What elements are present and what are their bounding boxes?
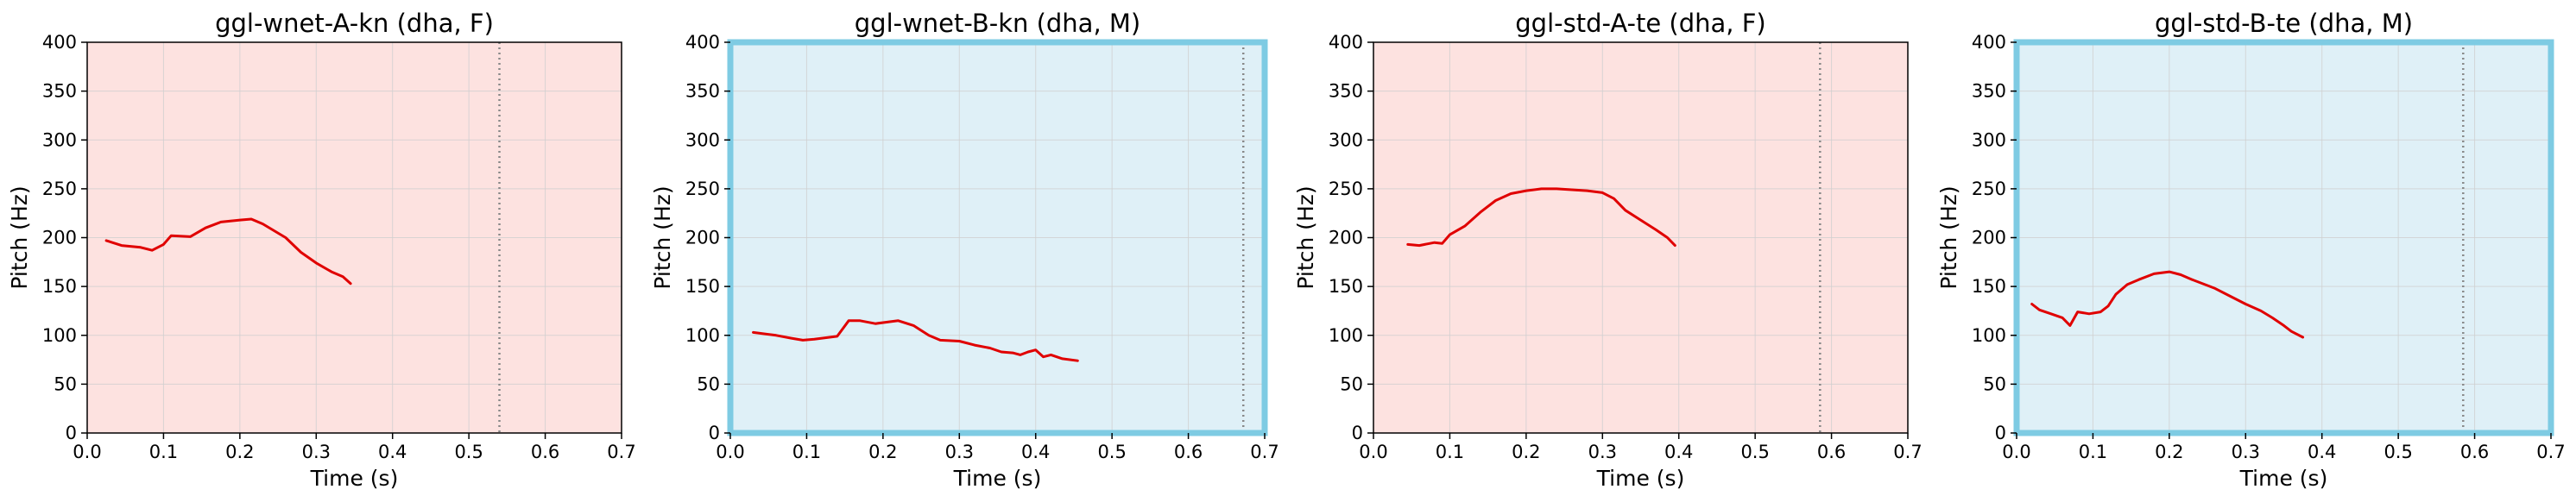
x-tick-label: 0.7 <box>607 442 635 462</box>
y-tick-label: 350 <box>1329 81 1363 102</box>
x-tick-label: 0.2 <box>1512 442 1540 462</box>
x-tick-label: 0.6 <box>1817 442 1846 462</box>
y-tick-label: 100 <box>1329 325 1363 346</box>
y-tick-label: 250 <box>42 179 77 199</box>
x-tick-label: 0.4 <box>1021 442 1050 462</box>
plot-area: 0.0 0.1 0.2 0.3 0.4 0.5 0.6 0.7 0 50 100 150 200 250 3… <box>42 32 636 462</box>
y-tick-label: 200 <box>1329 228 1363 248</box>
plot-area: 0.0 0.1 0.2 0.3 0.4 0.5 0.6 0.7 0 50 100 150 200 250 3… <box>1329 32 1923 462</box>
x-tick-label: 0.1 <box>1436 442 1464 462</box>
y-tick-label: 100 <box>685 325 720 346</box>
y-tick-label: 150 <box>42 276 77 297</box>
x-tick-label: 0.5 <box>1740 442 1769 462</box>
y-tick-label: 300 <box>1329 129 1363 150</box>
y-tick-label: 150 <box>1329 276 1363 297</box>
y-tick-label: 350 <box>685 81 720 102</box>
x-tick-label: 0.4 <box>378 442 407 462</box>
x-axis-label: Time (s) <box>310 466 399 491</box>
x-tick-label: 0.5 <box>1097 442 1126 462</box>
y-tick-label: 300 <box>685 129 720 150</box>
pitch-contour-line <box>2030 270 2305 339</box>
x-tick-label: 0.7 <box>2536 442 2565 462</box>
x-axis-label: Time (s) <box>2239 466 2328 491</box>
x-tick-label: 0.0 <box>1359 442 1387 462</box>
chart-title: ggl-std-A-te (dha, F) <box>1515 9 1765 38</box>
y-tick-label: 250 <box>1329 179 1363 199</box>
y-tick-label: 300 <box>1972 129 2006 150</box>
y-tick-label: 50 <box>1983 373 2006 394</box>
y-tick-label: 400 <box>1972 32 2006 53</box>
plot-area: 0.0 0.1 0.2 0.3 0.4 0.5 0.6 0.7 0 50 100 150 200 250 3… <box>1972 32 2566 462</box>
x-tick-label: 0.3 <box>1588 442 1617 462</box>
x-tick-label: 0.6 <box>531 442 559 462</box>
x-tick-label: 0.4 <box>1664 442 1693 462</box>
x-tick-label: 0.5 <box>454 442 483 462</box>
x-tick-label: 0.4 <box>2308 442 2336 462</box>
y-tick-label: 400 <box>42 32 77 53</box>
x-tick-label: 0.1 <box>149 442 178 462</box>
y-tick-label: 250 <box>1972 179 2006 199</box>
y-tick-label: 300 <box>42 129 77 150</box>
y-tick-label: 0 <box>1352 423 1363 443</box>
x-tick-label: 0.0 <box>716 442 744 462</box>
x-tick-label: 0.2 <box>225 442 254 462</box>
y-tick-label: 250 <box>685 179 720 199</box>
x-tick-label: 0.5 <box>2383 442 2412 462</box>
y-tick-label: 200 <box>1972 228 2006 248</box>
x-tick-label: 0.7 <box>1893 442 1922 462</box>
pitch-contour-line <box>104 217 352 286</box>
x-tick-label: 0.6 <box>1174 442 1203 462</box>
y-tick-label: 200 <box>685 228 720 248</box>
pitch-contour-line <box>752 319 1079 362</box>
y-tick-label: 0 <box>1995 423 2006 443</box>
x-tick-label: 0.3 <box>2232 442 2260 462</box>
x-tick-label: 0.3 <box>302 442 331 462</box>
x-axis-label: Time (s) <box>953 466 1042 491</box>
y-axis-label: Pitch (Hz) <box>650 185 675 289</box>
x-tick-label: 0.0 <box>2002 442 2030 462</box>
chart-title: ggl-wnet-B-kn (dha, M) <box>855 9 1140 38</box>
pitch-contour-line <box>1406 187 1676 248</box>
y-tick-label: 400 <box>685 32 720 53</box>
y-tick-label: 50 <box>1340 373 1363 394</box>
y-axis-label: Pitch (Hz) <box>1936 185 1961 289</box>
chart-panel-3: ggl-std-A-te (dha, F) Time (s) Pitch (Hz… <box>1293 9 1923 491</box>
chart-title: ggl-wnet-A-kn (dha, F) <box>215 9 494 38</box>
x-tick-label: 0.1 <box>2079 442 2107 462</box>
x-tick-label: 0.6 <box>2460 442 2489 462</box>
y-axis-label: Pitch (Hz) <box>7 185 32 289</box>
chart-panel-2: ggl-wnet-B-kn (dha, M) Time (s) Pitch (H… <box>650 9 1279 491</box>
y-tick-label: 350 <box>42 81 77 102</box>
y-axis-label: Pitch (Hz) <box>1293 185 1318 289</box>
y-tick-label: 0 <box>709 423 720 443</box>
y-tick-label: 100 <box>42 325 77 346</box>
y-tick-label: 200 <box>42 228 77 248</box>
chart-panel-4: ggl-std-B-te (dha, M) Time (s) Pitch (Hz… <box>1936 9 2566 491</box>
y-tick-label: 150 <box>685 276 720 297</box>
x-tick-label: 0.1 <box>792 442 821 462</box>
x-tick-label: 0.7 <box>1250 442 1279 462</box>
chart-title: ggl-std-B-te (dha, M) <box>2155 9 2413 38</box>
x-axis-label: Time (s) <box>1596 466 1685 491</box>
x-tick-label: 0.2 <box>868 442 897 462</box>
y-tick-label: 150 <box>1972 276 2006 297</box>
y-tick-label: 400 <box>1329 32 1363 53</box>
y-tick-label: 0 <box>66 423 77 443</box>
chart-panel-1: ggl-wnet-A-kn (dha, F) Time (s) Pitch (H… <box>7 9 636 491</box>
plot-area: 0.0 0.1 0.2 0.3 0.4 0.5 0.6 0.7 0 50 100 150 200 250 3… <box>685 32 1279 462</box>
x-tick-label: 0.2 <box>2155 442 2183 462</box>
x-tick-label: 0.0 <box>73 442 101 462</box>
y-tick-label: 100 <box>1972 325 2006 346</box>
y-tick-label: 50 <box>697 373 720 394</box>
y-tick-label: 50 <box>54 373 77 394</box>
y-tick-label: 350 <box>1972 81 2006 102</box>
x-tick-label: 0.3 <box>945 442 974 462</box>
